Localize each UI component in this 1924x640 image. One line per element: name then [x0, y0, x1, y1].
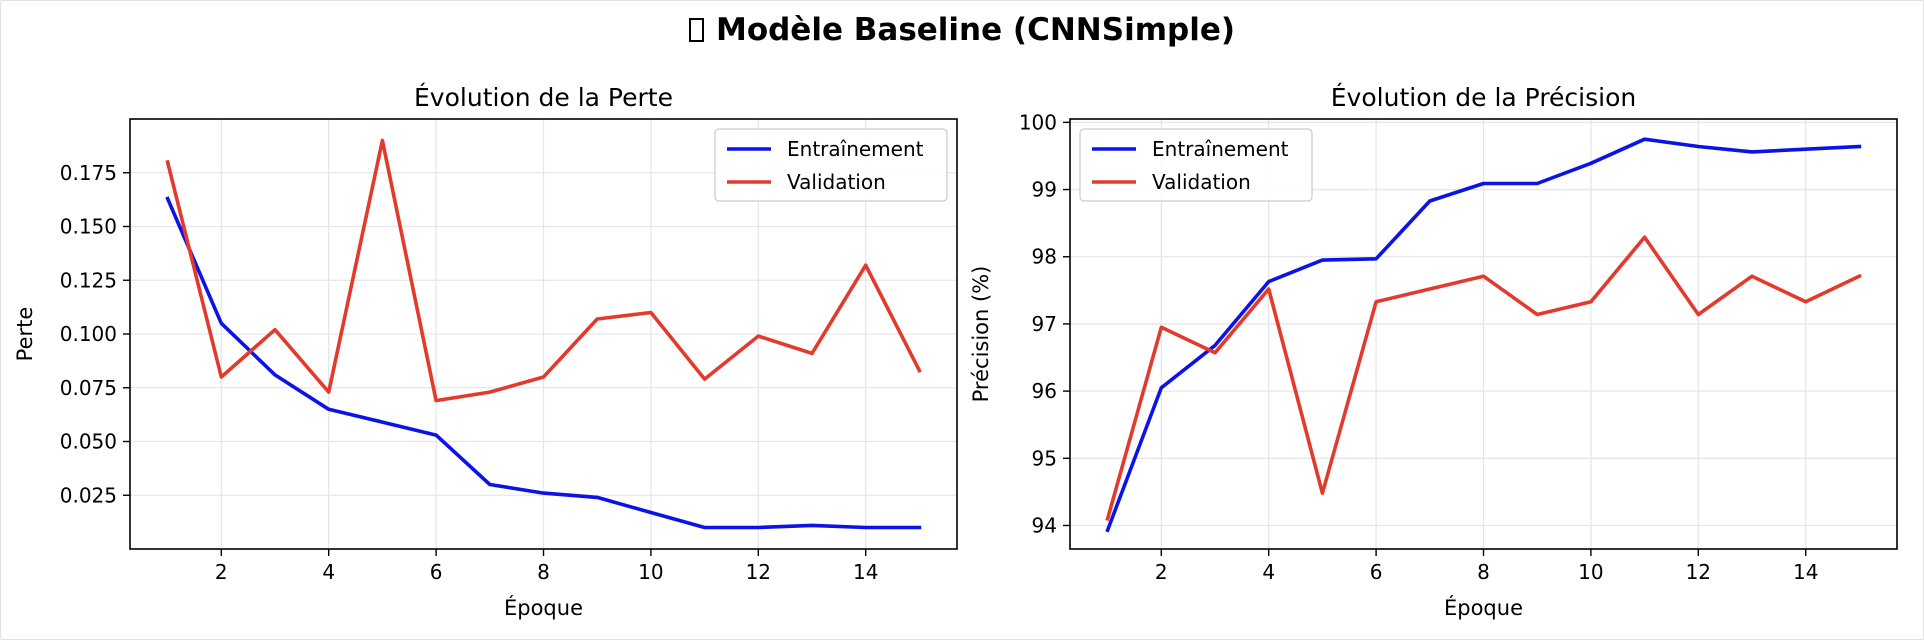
- series-line-train: [165, 196, 922, 530]
- x-tick-label: 14: [1793, 560, 1818, 584]
- x-tick-label: 6: [430, 560, 443, 584]
- y-tick-label: 98: [1032, 245, 1057, 269]
- y-axis-label: Précision (%): [969, 266, 993, 403]
- y-tick-label: 0.075: [60, 376, 117, 400]
- y-tick-label: 99: [1032, 178, 1057, 202]
- series-line-val: [1105, 235, 1862, 522]
- x-axis-label: Époque: [504, 595, 583, 620]
- legend-label-val: Validation: [1152, 170, 1251, 194]
- y-tick-label: 0.175: [60, 161, 117, 185]
- y-tick-label: 0.150: [60, 215, 117, 239]
- legend: Entraînement Validation: [714, 128, 948, 202]
- y-tick-label: 100: [1019, 110, 1057, 134]
- x-tick-label: 10: [638, 560, 663, 584]
- legend: Entraînement Validation: [1079, 128, 1313, 202]
- x-tick-label: 10: [1578, 560, 1603, 584]
- x-tick-label: 8: [1477, 560, 1490, 584]
- y-axis-label: Perte: [13, 307, 37, 362]
- x-tick-label: 6: [1370, 560, 1383, 584]
- legend-label-val: Validation: [787, 170, 886, 194]
- y-tick-label: 95: [1032, 446, 1057, 470]
- series-line-val: [165, 138, 922, 403]
- chart-2: 2 4 6 8 10 12 14 94 95 96 97 98 99 100 Évolution de la…: [969, 83, 1898, 620]
- x-tick-label: 2: [1155, 560, 1168, 584]
- x-tick-label: 12: [1686, 560, 1711, 584]
- x-tick-label: 14: [853, 560, 878, 584]
- x-tick-label: 4: [1262, 560, 1275, 584]
- legend-label-train: Entraînement: [1152, 137, 1289, 161]
- y-tick-label: 0.125: [60, 268, 117, 292]
- x-tick-label: 12: [746, 560, 771, 584]
- y-tick-label: 97: [1032, 312, 1057, 336]
- x-tick-label: 4: [322, 560, 335, 584]
- legend-box: [714, 128, 948, 202]
- series-line-train: [1105, 137, 1862, 533]
- y-tick-label: 0.050: [60, 430, 117, 454]
- chart-1: 2 4 6 8 10 12 14 0.025 0.050 0.075 0.100 0.125 0.150…: [13, 83, 958, 620]
- figure-title-text: Modèle Baseline (CNNSimple): [715, 12, 1236, 48]
- x-tick-label: 8: [537, 560, 550, 584]
- figure-title: Modèle Baseline (CNNSimple): [0, 12, 1924, 48]
- legend-label-train: Entraînement: [787, 137, 924, 161]
- y-tick-label: 96: [1032, 379, 1057, 403]
- x-axis-label: Époque: [1444, 595, 1523, 620]
- y-tick-label: 0.100: [60, 322, 117, 346]
- legend-box: [1079, 128, 1313, 202]
- y-tick-label: 94: [1032, 513, 1057, 537]
- chart-title: Évolution de la Perte: [414, 83, 673, 112]
- chart-title: Évolution de la Précision: [1331, 83, 1636, 112]
- missing-glyph-box-icon: [688, 18, 704, 42]
- x-tick-label: 2: [215, 560, 228, 584]
- y-tick-label: 0.025: [60, 483, 117, 507]
